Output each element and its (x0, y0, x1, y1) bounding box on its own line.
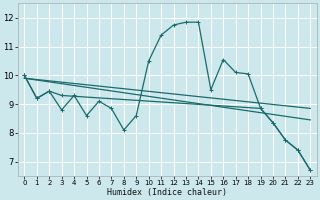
X-axis label: Humidex (Indice chaleur): Humidex (Indice chaleur) (107, 188, 227, 197)
